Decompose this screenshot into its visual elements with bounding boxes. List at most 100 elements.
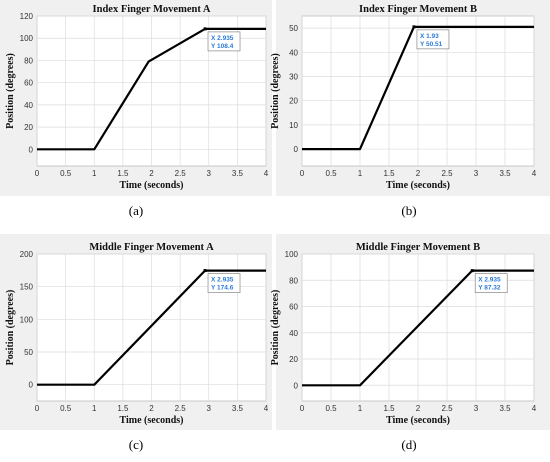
datatip-marker[interactable] [203,269,207,273]
y-tick-label: 200 [20,250,34,259]
x-tick-label: 1 [92,169,97,178]
x-tick-label: 2 [416,169,421,178]
datatip-marker[interactable] [412,25,416,29]
datatip-y-text: Y 174.6 [211,285,234,292]
datatip-x-text: X 1.93 [420,33,439,40]
y-tick-label: 100 [20,34,34,43]
y-tick-label: 100 [285,250,299,259]
y-tick-label: 80 [24,56,33,65]
y-tick-label: 50 [24,348,33,357]
x-tick-label: 3 [207,404,212,413]
datatip-box[interactable] [416,29,450,50]
y-tick-label: 0 [29,381,34,390]
panel-caption: (c) [129,437,143,452]
y-tick-label: 10 [289,121,298,130]
chart-title: Index Finger Movement A [93,4,211,15]
y-axis-label: Position (degrees) [270,53,281,129]
x-tick-label: 3.5 [499,169,511,178]
x-tick-label: 2.5 [441,404,453,413]
x-tick-label: 0 [300,169,305,178]
x-tick-label: 2.5 [175,404,187,413]
chart-panel-2: 0 0.5 1 1.5 2 2.5 3 3.5 4 0 50 100 150 200 Middle Fing… [0,234,272,452]
x-tick-label: 1 [358,169,363,178]
x-tick-label: 1.5 [117,404,129,413]
x-tick-label: 3 [474,169,479,178]
x-tick-label: 3 [474,404,479,413]
datatip-marker[interactable] [470,269,474,273]
datatip-box[interactable] [474,273,508,293]
x-tick-label: 4 [264,169,269,178]
x-tick-label: 4 [532,404,537,413]
y-tick-label: 60 [289,303,298,312]
y-tick-label: 0 [294,381,299,390]
x-axis-label: Time (seconds) [120,415,184,426]
datatip-marker[interactable] [203,27,207,31]
datatip-box[interactable] [207,31,241,52]
x-tick-label: 0.5 [60,169,72,178]
datatip-y-text: Y 87.32 [478,285,501,292]
panel-caption: (a) [129,203,143,218]
datatip-box[interactable] [207,273,241,293]
x-axis-label: Time (seconds) [386,180,450,191]
x-tick-label: 0.5 [325,169,337,178]
chart-title: Index Finger Movement B [359,4,477,15]
y-tick-label: 100 [20,315,34,324]
datatip-x-text: X 2.935 [211,35,234,42]
x-tick-label: 2.5 [175,169,187,178]
x-tick-label: 2 [416,404,421,413]
x-tick-label: 1.5 [117,169,129,178]
y-tick-label: 40 [289,48,298,57]
x-tick-label: 1.5 [383,169,395,178]
x-tick-label: 1 [92,404,97,413]
y-tick-label: 40 [289,329,298,338]
x-tick-label: 3.5 [232,169,244,178]
x-tick-label: 0 [35,169,40,178]
y-tick-label: 120 [20,12,34,21]
datatip-y-text: Y 50.51 [420,41,443,48]
x-axis-label: Time (seconds) [120,180,184,191]
series-line [37,269,266,386]
x-tick-label: 1.5 [383,404,395,413]
datatip-x-text: X 2.935 [478,277,501,284]
x-tick-label: 2 [149,404,154,413]
y-axis-label: Position (degrees) [5,290,16,366]
x-tick-label: 1 [358,404,363,413]
x-tick-label: 4 [532,169,537,178]
x-tick-label: 3.5 [232,404,244,413]
y-tick-label: 0 [294,145,299,154]
x-tick-label: 3.5 [499,404,511,413]
datatip-x-text: X 2.935 [211,277,234,284]
y-tick-label: 40 [24,101,33,110]
chart-title: Middle Finger Movement B [356,242,480,253]
y-tick-label: 20 [24,123,33,132]
x-tick-label: 0 [300,404,305,413]
x-tick-label: 3 [207,169,212,178]
y-tick-label: 60 [24,79,33,88]
series-line [302,25,534,151]
y-tick-label: 0 [29,145,34,154]
y-tick-label: 80 [289,276,298,285]
x-tick-label: 4 [264,404,269,413]
y-tick-label: 150 [20,283,34,292]
y-axis-label: Position (degrees) [270,290,281,366]
datatip-y-text: Y 108.4 [211,43,234,50]
y-tick-label: 30 [289,72,298,81]
x-tick-label: 0 [35,404,40,413]
y-axis-label: Position (degrees) [5,53,16,129]
series-line [302,269,534,387]
panel-caption: (b) [401,203,416,218]
x-tick-label: 0.5 [325,404,337,413]
panel-caption: (d) [401,437,416,452]
x-axis-label: Time (seconds) [386,415,450,426]
series-line [37,27,266,151]
x-tick-label: 2 [149,169,154,178]
y-tick-label: 50 [289,24,298,33]
x-tick-label: 0.5 [60,404,72,413]
x-tick-label: 2.5 [441,169,453,178]
chart-title: Middle Finger Movement A [89,242,214,253]
